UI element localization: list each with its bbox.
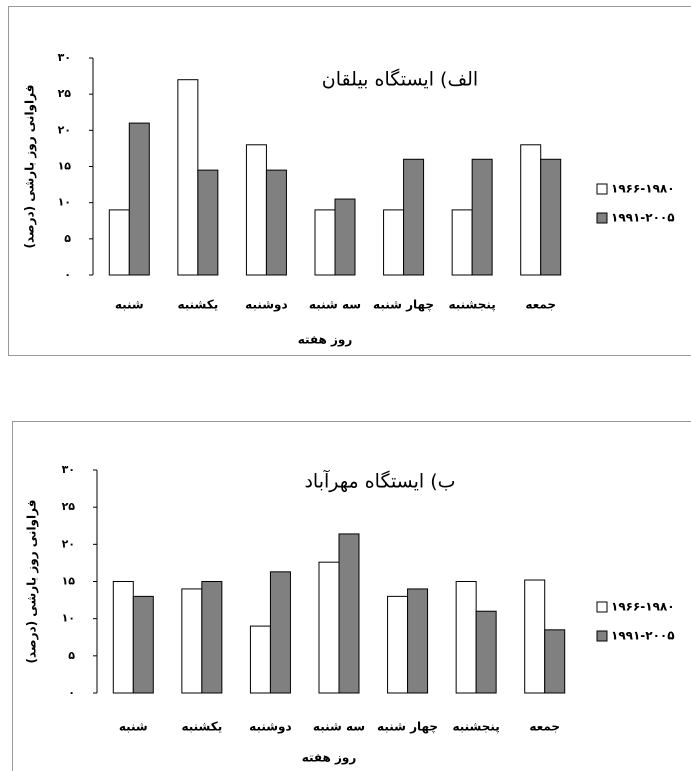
y-tick-label: ۰ bbox=[68, 686, 75, 699]
x-tick-label: جمعه bbox=[529, 720, 560, 734]
y-tick-label: ۱۵ bbox=[62, 575, 76, 588]
y-tick-label: ۲۰ bbox=[62, 537, 75, 550]
bar bbox=[197, 169, 219, 276]
legend-label: ۱۹۹۱-۲۰۰۵ bbox=[611, 211, 675, 225]
y-tick-label: ۲۵ bbox=[58, 87, 72, 100]
bar bbox=[520, 144, 542, 276]
x-tick-label: یکشنبه bbox=[177, 298, 218, 312]
x-tick-label: چهار شنبه bbox=[373, 298, 434, 312]
y-tick-label: ۱۵ bbox=[58, 160, 72, 173]
legend-label: ۱۹۶۶-۱۹۸۰ bbox=[611, 182, 675, 196]
bar bbox=[383, 209, 405, 276]
x-tick-label: سه شنبه bbox=[313, 720, 365, 734]
x-tick-label: شنبه bbox=[115, 298, 144, 312]
y-tick-label: ۰ bbox=[64, 268, 71, 281]
y-tick-label: ۲۰ bbox=[58, 123, 71, 136]
bar bbox=[387, 595, 409, 694]
bar bbox=[318, 561, 340, 694]
y-tick-label: ۳۰ bbox=[58, 51, 71, 64]
chart-title: ب) ایستگاه مهرآباد bbox=[304, 469, 455, 493]
legend-label: ۱۹۹۱-۲۰۰۵ bbox=[611, 629, 675, 643]
bar bbox=[265, 169, 287, 276]
bar bbox=[269, 571, 291, 694]
x-axis-label: روز هفته bbox=[302, 751, 357, 766]
legend-swatch bbox=[596, 601, 608, 613]
x-axis-label: روز هفته bbox=[298, 333, 353, 348]
bar bbox=[181, 588, 203, 694]
x-tick-label: پنجشنبه bbox=[448, 298, 495, 312]
x-tick-label: پنجشنبه bbox=[452, 720, 499, 734]
legend-swatch bbox=[596, 183, 608, 195]
bar bbox=[108, 209, 130, 276]
y-tick-label: ۱۰ bbox=[62, 612, 75, 625]
bar bbox=[334, 198, 356, 276]
bar bbox=[112, 581, 134, 694]
bar bbox=[403, 158, 425, 276]
y-axis-label: فراوانی روز بارشی (درصد) bbox=[23, 85, 38, 249]
chart-frame bbox=[8, 6, 691, 356]
chart-frame bbox=[12, 421, 691, 771]
bar bbox=[201, 581, 223, 694]
bar bbox=[249, 625, 271, 694]
bar bbox=[338, 533, 360, 694]
bar bbox=[314, 209, 336, 276]
bar bbox=[128, 122, 150, 276]
legend-label: ۱۹۶۶-۱۹۸۰ bbox=[611, 600, 675, 614]
bar bbox=[540, 158, 562, 276]
y-tick-label: ۱۰ bbox=[58, 196, 71, 209]
bar bbox=[407, 588, 429, 694]
legend-swatch bbox=[596, 212, 608, 224]
y-axis-label: فراوانی روز بارشی (درصد) bbox=[25, 500, 40, 664]
chart-title: الف) ایستگاه بیلقان bbox=[322, 68, 478, 91]
bar bbox=[455, 581, 477, 694]
x-tick-label: دوشنبه bbox=[249, 720, 292, 735]
x-tick-label: جمعه bbox=[525, 298, 556, 312]
y-tick-label: ۵ bbox=[68, 649, 75, 662]
x-tick-label: شنبه bbox=[119, 720, 148, 734]
bar bbox=[177, 79, 199, 276]
legend-swatch bbox=[596, 630, 608, 642]
bar bbox=[475, 610, 497, 694]
bar bbox=[471, 158, 493, 276]
x-tick-label: سه شنبه bbox=[309, 298, 361, 312]
x-tick-label: چهار شنبه bbox=[377, 720, 438, 734]
x-tick-label: دوشنبه bbox=[245, 298, 288, 313]
bar bbox=[245, 144, 267, 276]
y-tick-label: ۵ bbox=[64, 232, 71, 245]
bar bbox=[544, 629, 566, 694]
y-tick-label: ۳۰ bbox=[62, 463, 75, 476]
x-tick-label: یکشنبه bbox=[181, 720, 222, 734]
bar bbox=[451, 209, 473, 276]
bar bbox=[132, 595, 154, 694]
y-tick-label: ۲۵ bbox=[62, 500, 76, 513]
bar bbox=[524, 579, 546, 694]
